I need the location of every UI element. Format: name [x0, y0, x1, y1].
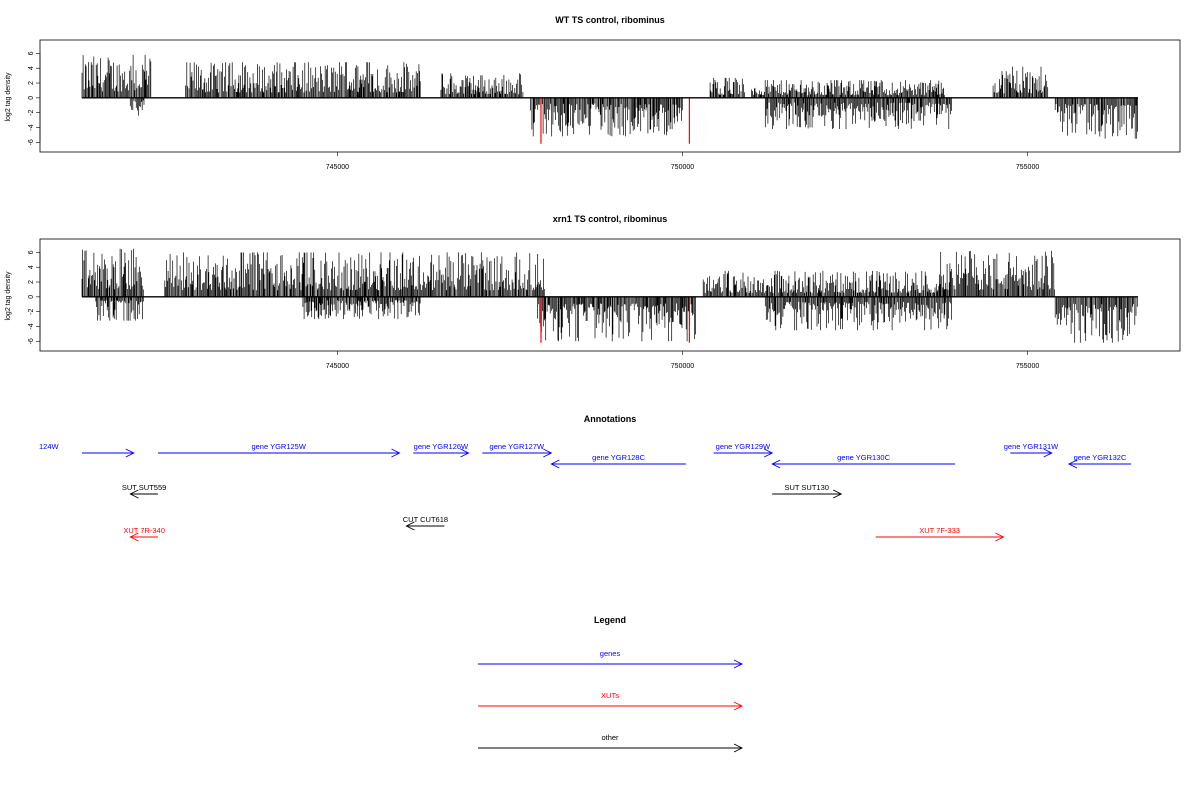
y-tick-label: 0 [28, 96, 35, 100]
legend: Legend genes XUTs other [478, 615, 744, 753]
positive-signal-bars [81, 248, 144, 297]
y-tick-label: -6 [28, 139, 35, 145]
y-tick-label: 6 [28, 250, 35, 254]
y-tick-label: 4 [28, 265, 35, 269]
annotation-arrow [1067, 459, 1132, 469]
annotation-arrow [550, 459, 686, 469]
legend-arrow [478, 743, 744, 753]
wt-panel-title: WT TS control, ribominus [555, 15, 665, 25]
annotation-arrow [82, 448, 135, 458]
annotation-arrow [157, 448, 401, 458]
wt-density-panel: WT TS control, ribominus log2 tag densit… [5, 15, 1181, 171]
negative-signal-bars [1054, 97, 1138, 139]
annotation-arrow [1010, 448, 1053, 458]
negative-signal-bars [1054, 296, 1138, 343]
negative-signal-bars [302, 296, 421, 320]
annotations-track: Annotations 124W gene YGR125W gene YGR126W… [39, 414, 1132, 542]
legend-title: Legend [594, 615, 626, 625]
positive-signal-bars [702, 270, 787, 297]
positive-signal-bars [937, 250, 1055, 297]
annotation-label: gene YGR126W [414, 442, 469, 451]
positive-signal-bars [785, 270, 938, 297]
legend-label: genes [600, 649, 621, 658]
y-tick-label: -2 [28, 308, 35, 314]
negative-signal-bars [95, 296, 144, 321]
annotation-label: gene YGR132C [1074, 453, 1127, 462]
positive-signal-bars [185, 62, 421, 98]
y-tick-label: -4 [28, 124, 35, 130]
x-tick-label: 755000 [1016, 363, 1039, 370]
annotation-label: SUT SUT130 [784, 483, 828, 492]
annotation-arrow [771, 459, 956, 469]
annotation-label: gene YGR130C [837, 453, 890, 462]
y-tick-label: 4 [28, 66, 35, 70]
negative-signal-bars [764, 296, 952, 331]
legend-label: other [601, 733, 619, 742]
negative-signal-bars [537, 296, 696, 342]
y-tick-label: -4 [28, 323, 35, 329]
annotation-label: XUT 7F-333 [919, 526, 960, 535]
y-tick-label: -6 [28, 338, 35, 344]
legend-arrow [478, 659, 744, 669]
annotation-arrow [129, 489, 158, 499]
x-tick-label: 745000 [326, 164, 349, 171]
legend-label: XUTs [601, 691, 619, 700]
annotation-label: 124W [39, 442, 60, 451]
annotation-arrow [413, 448, 470, 458]
annotation-arrow [875, 532, 1005, 542]
annotations-title: Annotations [584, 414, 637, 424]
xrn1-y-axis-label: log2 tag density [5, 271, 12, 321]
annotation-arrow [713, 448, 774, 458]
positive-signal-bars [440, 73, 524, 98]
positive-signal-bars [164, 252, 545, 297]
y-tick-label: 6 [28, 51, 35, 55]
positive-signal-bars [751, 80, 945, 98]
annotation-label: gene YGR131W [1004, 442, 1059, 451]
y-tick-label: 2 [28, 81, 35, 85]
positive-signal-bars [81, 54, 152, 98]
annotation-arrow [482, 448, 553, 458]
legend-arrow [478, 701, 744, 711]
annotation-arrow [405, 521, 445, 531]
annotation-label: SUT SUT559 [122, 483, 166, 492]
x-tick-label: 750000 [671, 363, 694, 370]
negative-signal-bars [129, 97, 145, 116]
wt-y-axis-label: log2 tag density [5, 72, 12, 122]
xrn1-density-panel: xrn1 TS control, ribominus log2 tag dens… [5, 214, 1181, 370]
y-tick-label: 2 [28, 280, 35, 284]
positive-signal-bars [992, 66, 1049, 98]
annotation-label: gene YGR128C [592, 453, 645, 462]
annotation-label: CUT CUT618 [403, 515, 448, 524]
y-tick-label: -2 [28, 109, 35, 115]
annotation-arrow [129, 532, 158, 542]
annotation-label: gene YGR125W [251, 442, 306, 451]
annotation-label: gene YGR129W [716, 442, 771, 451]
x-tick-label: 755000 [1016, 164, 1039, 171]
x-tick-label: 750000 [671, 164, 694, 171]
x-tick-label: 745000 [326, 363, 349, 370]
annotation-label: XUT 7R-340 [123, 526, 165, 535]
annotation-arrow [772, 489, 843, 499]
y-tick-label: 0 [28, 295, 35, 299]
positive-signal-bars [709, 77, 745, 98]
negative-signal-bars [764, 97, 952, 129]
xrn1-panel-title: xrn1 TS control, ribominus [553, 214, 668, 224]
annotation-label: gene YGR127W [490, 442, 545, 451]
negative-signal-bars [530, 97, 683, 137]
